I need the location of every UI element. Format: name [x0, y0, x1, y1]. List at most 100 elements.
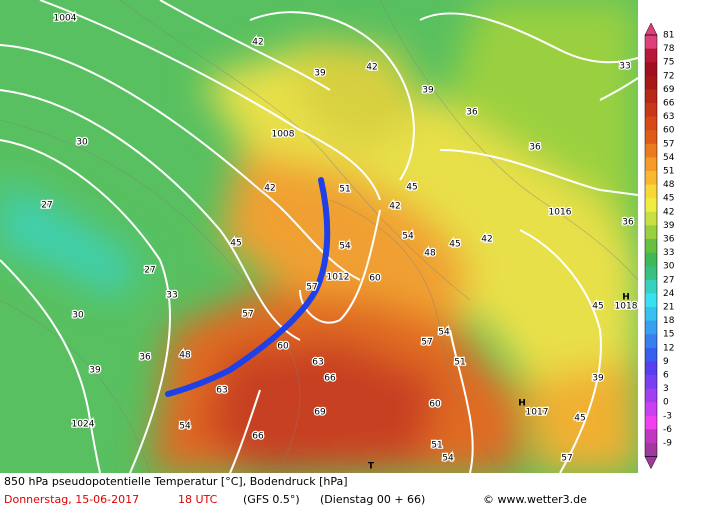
- colorbar-label: 81: [663, 31, 674, 41]
- caption-credit: © www.wetter3.de: [483, 493, 587, 506]
- map-label: 45: [230, 239, 241, 249]
- colorbar-label: 78: [663, 44, 675, 54]
- map-label: 51: [431, 441, 442, 451]
- map-label: 57: [306, 283, 317, 293]
- colorbar-label: 15: [663, 330, 674, 340]
- map-label: 63: [216, 386, 227, 396]
- map-label: 39: [422, 86, 434, 96]
- colorbar-label: 42: [663, 207, 674, 217]
- colorbar-band: [645, 89, 657, 104]
- map-label: 27: [144, 266, 155, 276]
- colorbar-label: 45: [663, 194, 674, 204]
- colorbar-band: [645, 75, 657, 90]
- map-label: 33: [166, 291, 177, 301]
- map-label: 54: [402, 232, 414, 242]
- map-label: 54: [339, 242, 351, 252]
- colorbar-band: [645, 266, 657, 281]
- map-label: 60: [277, 342, 289, 352]
- colorbar-label: 51: [663, 167, 674, 177]
- colorbar-band: [645, 35, 657, 50]
- colorbar-label: 21: [663, 303, 674, 313]
- colorbar-band: [645, 171, 657, 186]
- map-label: 66: [324, 374, 336, 384]
- cold-front: [165, 177, 331, 397]
- colorbar-label: 60: [663, 126, 675, 136]
- map-label: 69: [314, 408, 326, 418]
- colorbar-band: [645, 402, 657, 417]
- map-label: 27: [41, 201, 52, 211]
- colorbar-band: [645, 443, 657, 458]
- map-label: 51: [339, 185, 350, 195]
- map-label: 1016: [549, 208, 572, 218]
- colorbar-frame: [644, 34, 658, 457]
- caption-date: Donnerstag, 15-06-2017: [4, 493, 139, 506]
- map-label: 57: [421, 338, 432, 348]
- map-label: 42: [252, 38, 263, 48]
- map-label: 57: [242, 310, 253, 320]
- colorbar-label: 33: [663, 248, 674, 258]
- colorbar-bottom-arrow: [644, 456, 658, 470]
- colorbar-label: 27: [663, 275, 674, 285]
- colorbar-band: [645, 143, 657, 158]
- map-label: 48: [179, 351, 191, 361]
- colorbar-band: [645, 293, 657, 308]
- colorbar-label: 36: [663, 235, 675, 245]
- map-label: 33: [619, 62, 630, 72]
- map-label: 1024: [72, 420, 95, 430]
- map-label: 36: [466, 108, 478, 118]
- colorbar-band: [645, 252, 657, 267]
- map-label: 45: [574, 414, 585, 424]
- map-label: 57: [561, 454, 572, 464]
- map-label: 42: [389, 202, 400, 212]
- colorbar-band: [645, 48, 657, 63]
- map-label: 1004: [54, 14, 77, 24]
- colorbar-band: [645, 157, 657, 172]
- colorbar-label: 3: [663, 384, 669, 394]
- caption-title: 850 hPa pseudopotentielle Temperatur [°C…: [4, 475, 348, 488]
- colorbar-label: 54: [663, 153, 675, 163]
- caption-time: 18 UTC: [178, 493, 218, 506]
- colorbar-band: [645, 130, 657, 145]
- map-label: 42: [481, 235, 492, 245]
- pressure-center: T: [368, 462, 375, 472]
- colorbar-band: [645, 307, 657, 322]
- colorbar-band: [645, 62, 657, 77]
- map-labels: 1004 1008 1012 1016 1018 1017 1024 H H T 42 39 42 39 3…: [40, 12, 638, 472]
- colorbar-band: [645, 116, 657, 131]
- colorbar-label: 75: [663, 58, 674, 68]
- pressure-center: H: [518, 399, 526, 409]
- colorbar-label: 0: [663, 398, 669, 408]
- map-label: 48: [424, 249, 436, 259]
- map-label: 60: [429, 400, 441, 410]
- colorbar-label: 69: [663, 85, 675, 95]
- colorbar-band: [645, 225, 657, 240]
- map-label: 54: [438, 328, 450, 338]
- colorbar-band: [645, 429, 657, 444]
- map-label: 30: [72, 311, 84, 321]
- colorbar-band: [645, 388, 657, 403]
- colorbar-band: [645, 361, 657, 376]
- isobars: [0, 0, 638, 473]
- colorbar-band: [645, 239, 657, 254]
- colorbar-top-arrow: [644, 22, 658, 36]
- colorbar-label: 39: [663, 221, 675, 231]
- colorbar-label: 72: [663, 71, 674, 81]
- colorbar-band: [645, 320, 657, 335]
- contours: [0, 0, 638, 473]
- colorbar-label: -3: [663, 411, 672, 421]
- map-label: 45: [449, 240, 460, 250]
- map-label: 45: [592, 302, 603, 312]
- colorbar-label: 6: [663, 371, 669, 381]
- map-label: 66: [252, 432, 264, 442]
- colorbar-label: 57: [663, 139, 674, 149]
- map-label: 36: [622, 218, 634, 228]
- colorbar-label: 48: [663, 180, 675, 190]
- map-label: 36: [529, 143, 541, 153]
- colorbar-band: [645, 347, 657, 362]
- colorbar-label: 63: [663, 112, 674, 122]
- colorbar-label: -6: [663, 425, 672, 435]
- map-label: 63: [312, 358, 323, 368]
- colorbar-band: [645, 184, 657, 199]
- colorbar-band: [645, 103, 657, 118]
